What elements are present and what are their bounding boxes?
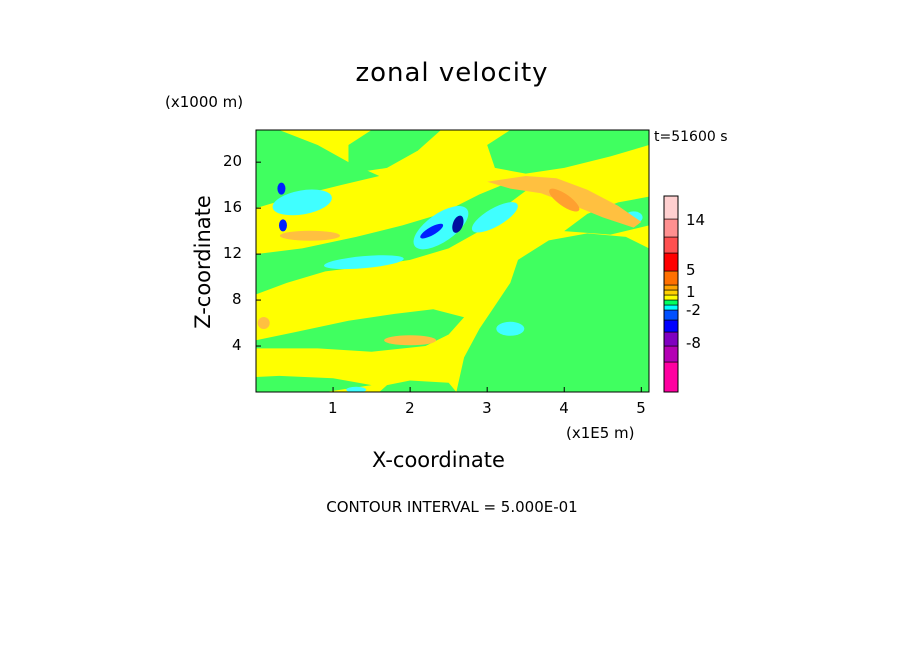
- orange-patch: [257, 317, 270, 330]
- colorbar-swatch: [663, 331, 679, 347]
- colorbar-swatch: [663, 195, 679, 220]
- y-tick-label: 16: [223, 198, 243, 217]
- cyan-region: [324, 255, 404, 270]
- colorbar-label: -8: [686, 334, 701, 352]
- y-tick-label: 20: [223, 152, 243, 171]
- x-tick-label: 1: [328, 399, 338, 417]
- contour-interval: CONTOUR INTERVAL = 5.000E-01: [326, 498, 578, 516]
- colorbar-swatch: [663, 236, 679, 254]
- cyan-region: [346, 386, 367, 392]
- plot-frame: [255, 129, 650, 393]
- colorbar-label: 5: [686, 261, 696, 279]
- colorbar-swatch: [663, 345, 679, 363]
- chart-title: zonal velocity: [355, 58, 549, 88]
- blue-core: [277, 182, 286, 195]
- x-tick-label: 4: [559, 399, 569, 417]
- colorbar-swatch: [663, 304, 679, 311]
- colorbar-swatch: [663, 284, 679, 291]
- colorbar-swatch: [663, 289, 679, 296]
- colorbar-label: -2: [686, 301, 701, 319]
- colorbar-label: 14: [686, 211, 706, 229]
- x-axis-unit: (x1E5 m): [566, 424, 635, 442]
- blue-core: [278, 219, 287, 232]
- colorbar-swatch: [663, 299, 679, 306]
- dark-orange-patch: [549, 188, 580, 212]
- colorbar-swatch: [663, 270, 679, 286]
- colorbar-swatch: [663, 361, 679, 393]
- green-region: [456, 233, 649, 392]
- green-region: [487, 130, 649, 174]
- cyan-region: [496, 321, 525, 336]
- cyan-region: [471, 202, 518, 233]
- orange-arc: [487, 175, 642, 228]
- x-tick-label: 3: [482, 399, 492, 417]
- colorbar-swatch: [663, 252, 679, 272]
- contour-field: [256, 130, 649, 392]
- blue-core: [420, 223, 444, 239]
- y-tick-label: 12: [223, 244, 243, 263]
- axis-tick-marks: [256, 161, 642, 392]
- green-region: [348, 130, 441, 174]
- colorbar-label: 1: [686, 283, 696, 301]
- time-label: t=51600 s: [654, 129, 728, 145]
- x-axis-label: X-coordinate: [372, 448, 505, 472]
- colorbar-swatch: [663, 218, 679, 238]
- colorbar-swatch: [663, 294, 679, 301]
- y-tick-label: 4: [232, 336, 242, 355]
- colorbar-swatch: [663, 309, 679, 321]
- blue-core: [452, 215, 464, 233]
- y-tick-label: 8: [232, 290, 242, 309]
- green-region: [256, 130, 380, 209]
- cyan-region: [272, 189, 332, 216]
- orange-patch: [384, 335, 437, 346]
- x-tick-label: 5: [636, 399, 646, 417]
- orange-patch: [279, 230, 340, 241]
- colorbar-swatch: [663, 319, 679, 333]
- green-region: [379, 380, 457, 392]
- z-axis-unit: (x1000 m): [165, 93, 244, 111]
- x-tick-label: 2: [405, 399, 415, 417]
- green-region: [256, 375, 372, 392]
- colorbar: [663, 195, 679, 393]
- colorbar-frame: [663, 195, 679, 393]
